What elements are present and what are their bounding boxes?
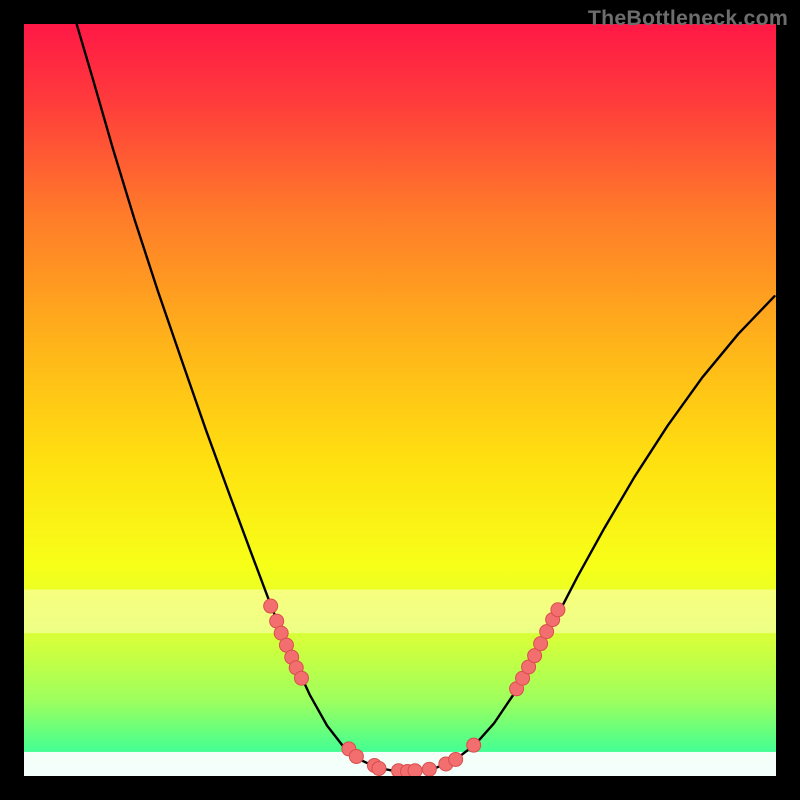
data-marker bbox=[294, 671, 308, 685]
data-marker bbox=[467, 738, 481, 752]
data-marker bbox=[551, 603, 565, 617]
data-marker bbox=[264, 599, 278, 613]
data-marker bbox=[422, 762, 436, 776]
bottleneck-chart: TheBottleneck.com bbox=[0, 0, 800, 800]
plot-gradient-background bbox=[24, 24, 776, 776]
chart-svg bbox=[0, 0, 800, 800]
data-marker bbox=[349, 749, 363, 763]
data-marker bbox=[372, 761, 386, 775]
data-marker bbox=[449, 752, 463, 766]
watermark-text: TheBottleneck.com bbox=[588, 6, 788, 31]
highlight-band bbox=[24, 590, 776, 634]
data-marker bbox=[408, 764, 422, 778]
